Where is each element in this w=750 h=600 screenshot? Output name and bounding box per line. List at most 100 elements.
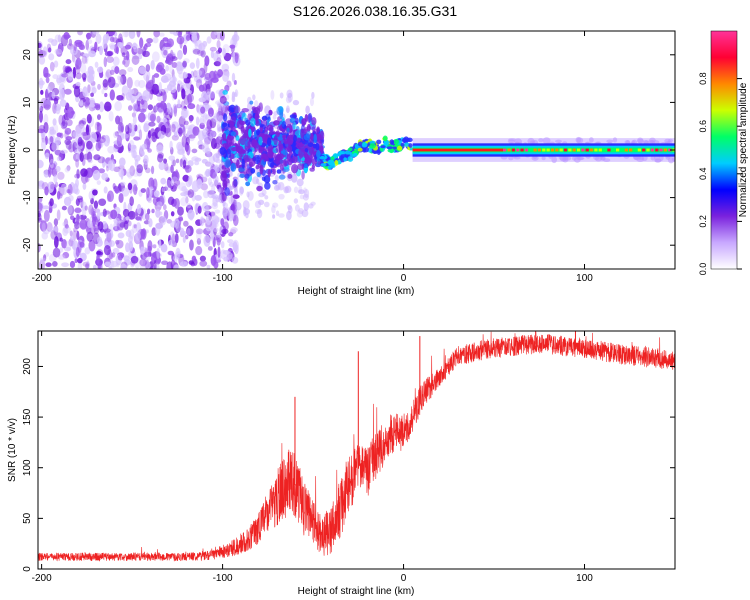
noise-blob	[135, 91, 143, 102]
tone-ridge-dash	[633, 148, 637, 152]
fade-blob	[201, 201, 209, 212]
noise-blob	[85, 32, 92, 40]
tone-ridge-dash	[659, 148, 663, 152]
noise-blob	[197, 49, 205, 57]
noise-blob	[56, 156, 62, 162]
noise-blob	[122, 208, 130, 217]
noise-blob	[181, 135, 188, 148]
signal-blob	[347, 147, 353, 152]
noise-blob	[74, 188, 80, 195]
noise-blob	[194, 160, 200, 166]
noise-blob	[124, 44, 132, 50]
noise-blob	[43, 121, 49, 134]
noise-blob	[186, 225, 194, 237]
noise-blob	[114, 187, 120, 194]
noise-blob	[196, 178, 203, 190]
noise-blob	[38, 210, 41, 218]
noise-blob	[195, 78, 203, 89]
cluster-blob	[224, 187, 230, 197]
noise-blob	[86, 113, 92, 124]
noise-blob	[103, 134, 110, 147]
cluster-blob	[245, 119, 251, 126]
cluster-blob	[219, 147, 226, 155]
noise-blob	[92, 31, 100, 35]
fade-blob	[208, 113, 213, 121]
fade-blob	[201, 158, 208, 164]
noise-blob	[38, 128, 45, 134]
signal-blob	[408, 143, 413, 148]
cluster-blob	[256, 171, 261, 178]
noise-blob	[93, 200, 99, 209]
noise-blob	[165, 179, 172, 192]
snr-xtick-label: 0	[401, 573, 407, 584]
noise-blob	[166, 261, 174, 269]
tone-ridge-dash	[559, 148, 563, 152]
cluster-blob	[233, 105, 241, 114]
noise-blob	[55, 106, 61, 115]
noise-blob	[94, 61, 99, 68]
colorbar-label: Normalized spectral amplitude	[738, 82, 749, 217]
fade-blob	[284, 185, 292, 194]
noise-blob	[102, 79, 109, 88]
noise-blob	[93, 103, 101, 109]
noise-blob	[192, 126, 200, 136]
noise-blob	[122, 31, 130, 38]
fade-blob	[222, 202, 228, 209]
noise-blob	[64, 246, 72, 252]
noise-blob	[171, 134, 179, 141]
cluster-blob	[264, 182, 271, 190]
noise-blob	[97, 236, 102, 244]
fade-blob	[234, 207, 239, 218]
fade-blob	[209, 90, 215, 99]
noise-blob	[107, 76, 116, 89]
tone-ridge-dash	[650, 148, 655, 152]
tone-ridge-dash	[607, 148, 611, 152]
cluster-blob	[254, 113, 260, 121]
fade-blob	[294, 204, 300, 212]
tone-spread-blob	[606, 139, 614, 143]
noise-blob	[210, 137, 218, 150]
noise-blob	[74, 207, 82, 214]
cluster-blob	[236, 159, 240, 169]
noise-blob	[44, 152, 50, 160]
cluster-blob	[269, 162, 275, 168]
noise-blob	[167, 103, 171, 115]
noise-blob	[93, 225, 99, 232]
cluster-blob	[286, 127, 290, 133]
noise-blob	[49, 198, 54, 207]
noise-blob	[220, 218, 225, 226]
noise-blob	[88, 204, 94, 215]
cluster-blob	[275, 130, 281, 138]
noise-blob	[177, 206, 184, 216]
noise-blob	[72, 131, 79, 138]
tone-spread-blob	[612, 137, 618, 143]
noise-blob	[97, 221, 104, 231]
noise-blob	[233, 34, 238, 46]
noise-blob	[228, 232, 234, 237]
colorbar-scale	[710, 30, 738, 270]
noise-blob	[107, 31, 116, 36]
noise-blob	[195, 69, 203, 77]
noise-blob	[221, 63, 230, 72]
noise-blob	[125, 216, 130, 221]
cluster-blob	[272, 179, 278, 185]
noise-blob	[223, 52, 232, 62]
noise-blob	[187, 189, 195, 198]
noise-blob	[92, 216, 98, 221]
tone-ridge-dash	[646, 148, 650, 152]
cluster-blob	[265, 113, 271, 121]
signal-blob	[347, 156, 354, 162]
noise-blob	[171, 123, 176, 133]
cluster-blob	[241, 158, 245, 169]
cluster-blob	[250, 168, 256, 174]
noise-blob	[48, 153, 54, 165]
tone-spread-blob	[624, 140, 630, 144]
noise-blob	[63, 196, 72, 206]
cluster-blob	[313, 133, 318, 143]
noise-blob	[177, 49, 183, 60]
cluster-blob	[318, 140, 323, 150]
signal-blob	[372, 150, 379, 154]
noise-blob	[80, 62, 87, 74]
